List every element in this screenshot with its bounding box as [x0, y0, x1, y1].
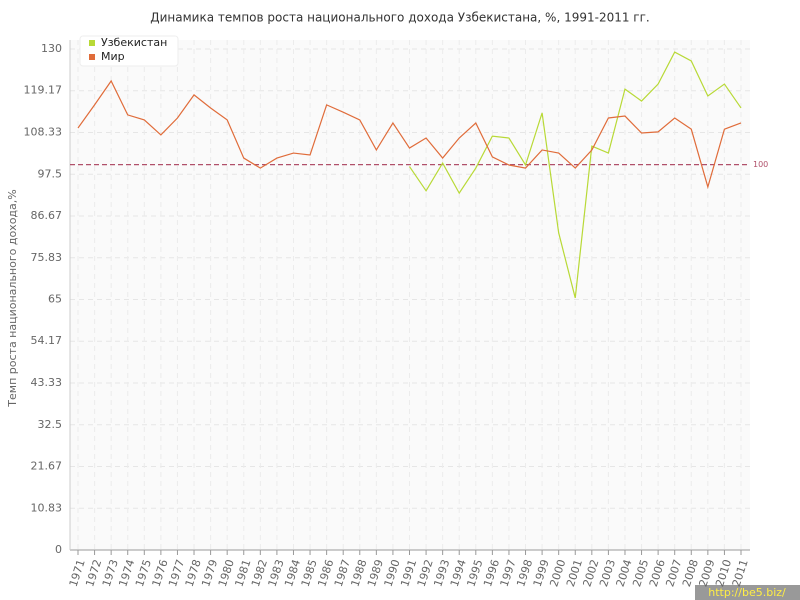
y-tick-label: 43.33 — [31, 376, 63, 389]
y-tick-label: 97.5 — [38, 167, 63, 180]
legend-swatch — [89, 54, 95, 60]
y-tick-label: 86.67 — [31, 209, 63, 222]
y-tick-label: 21.67 — [31, 459, 63, 472]
y-tick-label: 130 — [41, 42, 62, 55]
chart-title: Динамика темпов роста национального дохо… — [150, 11, 649, 25]
legend-label: Мир — [101, 50, 125, 63]
y-tick-label: 0 — [55, 543, 62, 556]
legend-label: Узбекистан — [101, 36, 167, 49]
y-tick-label: 75.83 — [31, 251, 63, 264]
y-tick-label: 108.33 — [24, 126, 63, 139]
legend-swatch — [89, 40, 95, 46]
series-line — [77, 79, 742, 190]
reference-label: 100 — [753, 160, 768, 169]
legend-box — [79, 35, 179, 67]
y-tick-label: 54.17 — [31, 334, 63, 347]
watermark-bg — [695, 585, 800, 600]
watermark: http://be5.biz/ — [708, 586, 786, 599]
y-tick-label: 10.83 — [31, 501, 63, 514]
series-line — [409, 51, 742, 299]
y-tick-label: 119.17 — [24, 84, 63, 97]
y-tick-label: 32.5 — [38, 418, 63, 431]
y-axis-label: Темп роста национального дохода,% — [6, 189, 19, 407]
y-tick-label: 65 — [48, 293, 62, 306]
